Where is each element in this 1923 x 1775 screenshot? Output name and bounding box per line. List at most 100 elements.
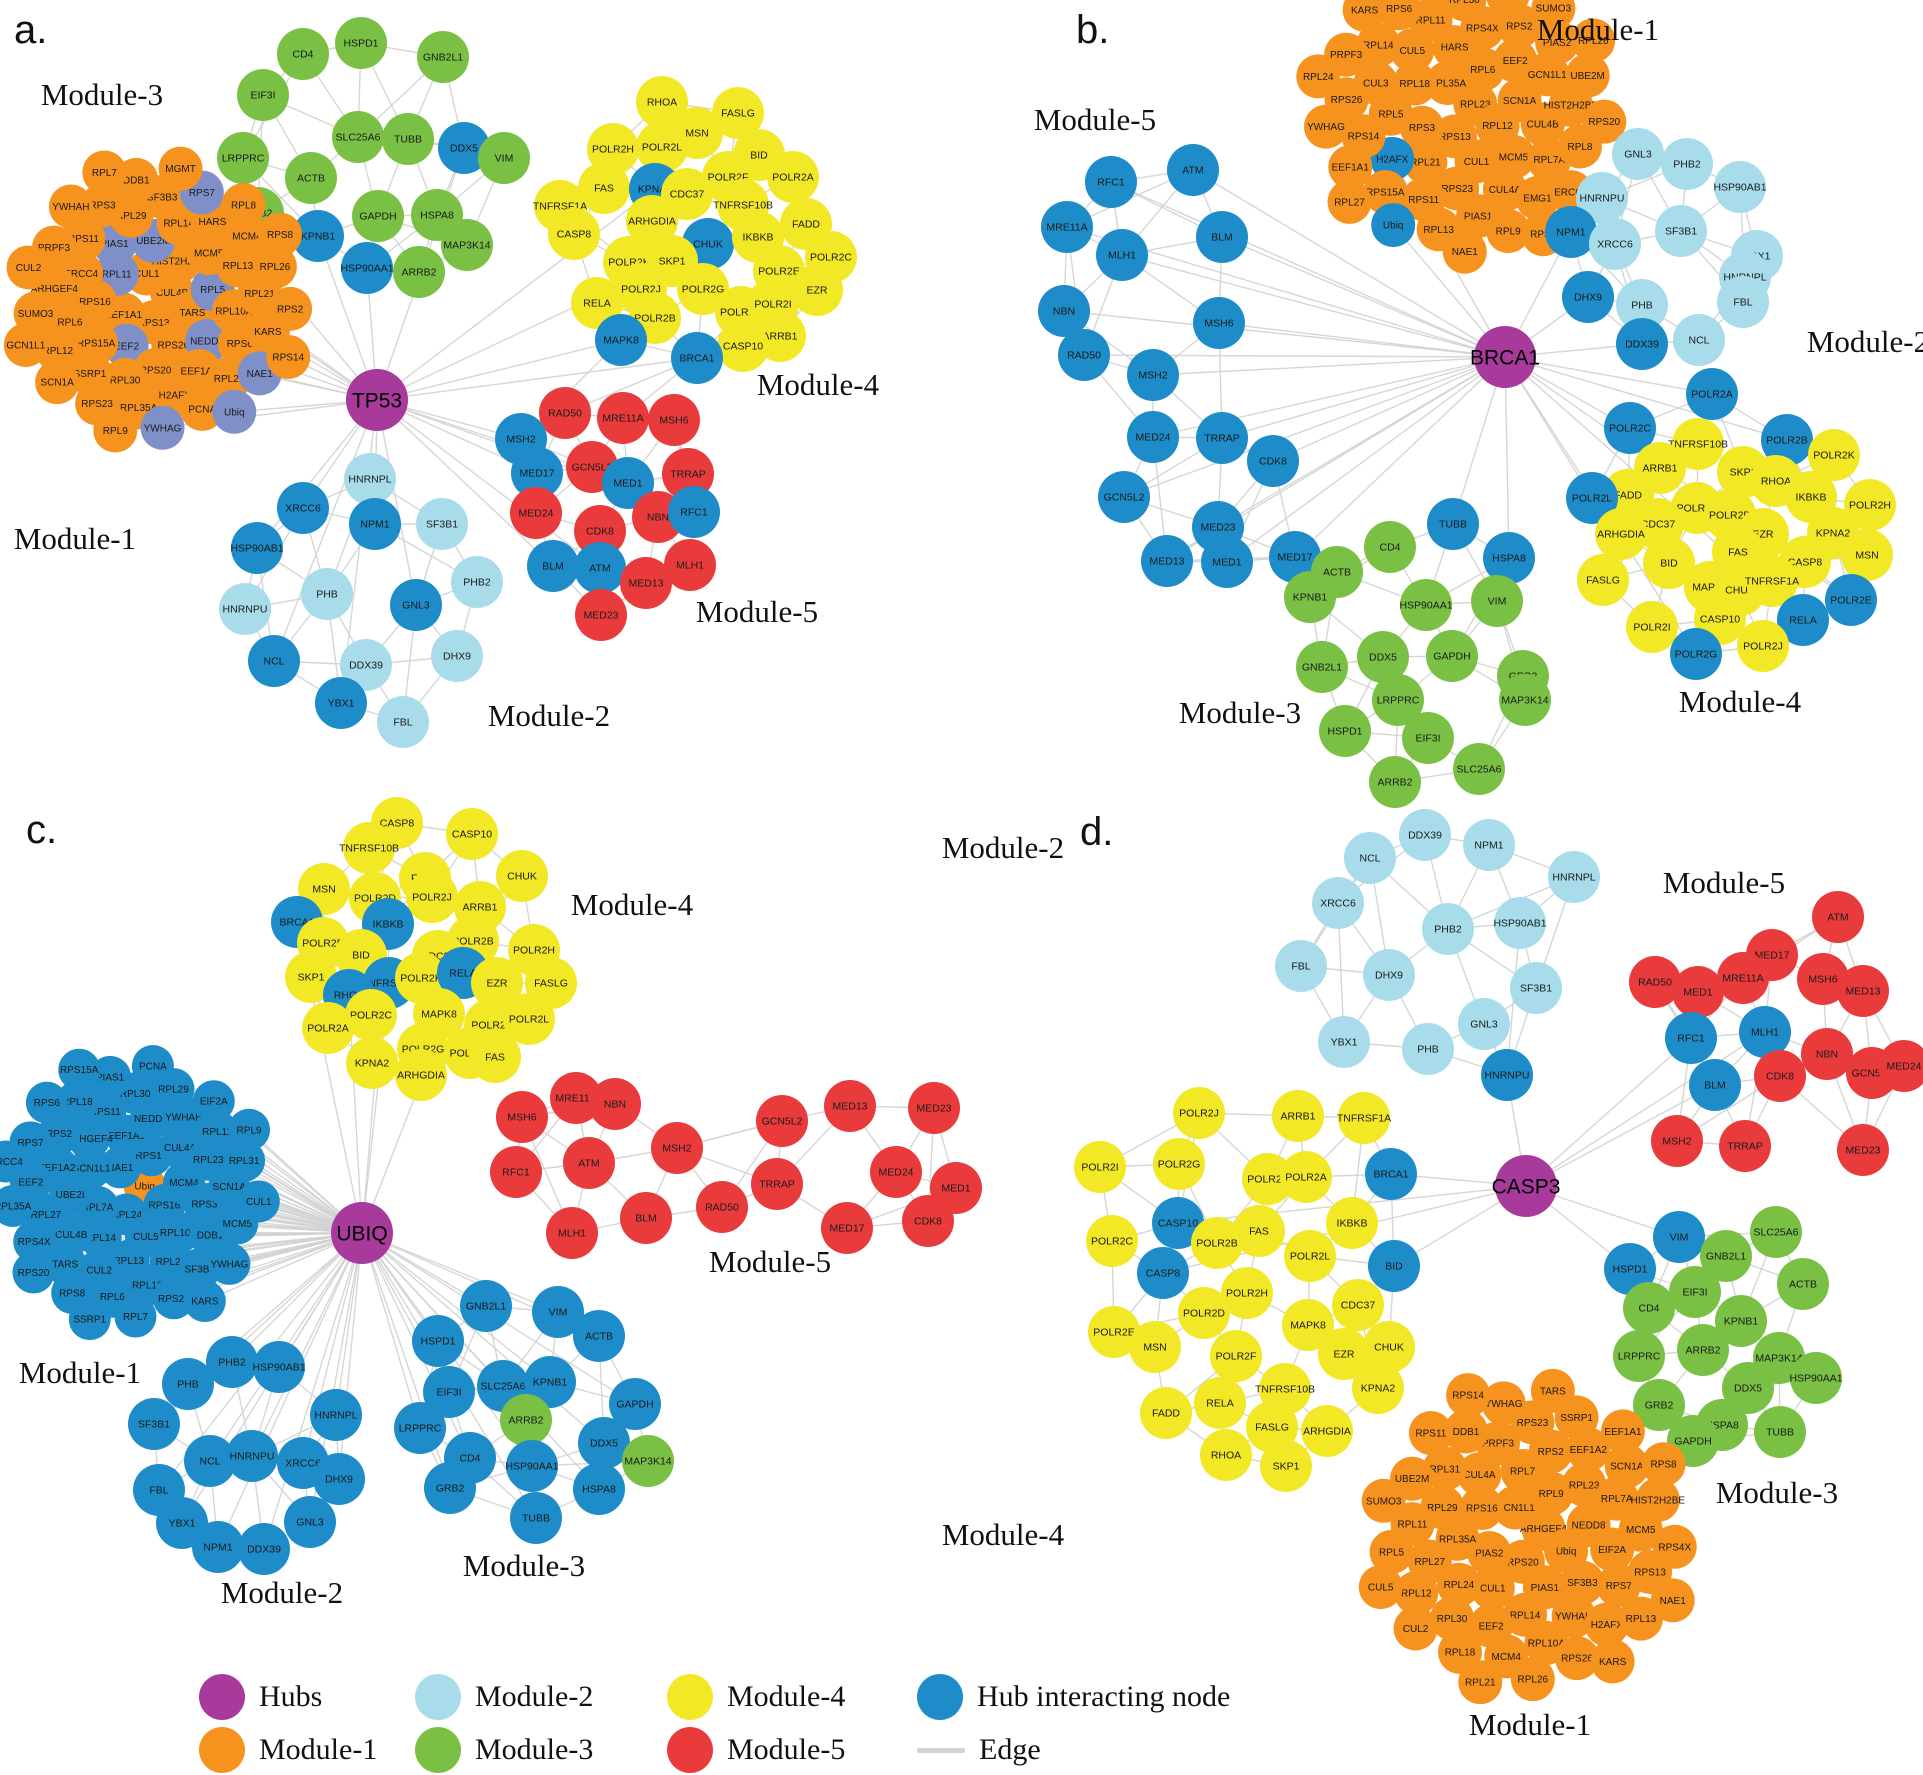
node-rpl26[interactable] [1571,18,1616,63]
node-kars[interactable] [1342,0,1387,32]
hub-node-brca1[interactable] [1474,326,1536,388]
node-scn1a[interactable] [35,360,80,405]
node-faslg[interactable] [1577,554,1629,606]
node-eef1a1[interactable] [1600,1409,1645,1454]
node-cd4[interactable] [1364,521,1416,573]
node-rps14[interactable] [266,334,311,379]
node-rps8[interactable] [258,212,303,257]
node-mapk8[interactable] [1282,1299,1334,1351]
node-arhgdia[interactable] [1595,508,1647,560]
node-ddx5[interactable] [1722,1362,1774,1414]
node-ssrp1[interactable] [68,1298,111,1341]
node-chuk[interactable] [496,850,548,902]
node-phb[interactable] [1616,279,1668,331]
node-actb[interactable] [573,1310,625,1362]
node-rad50[interactable] [539,387,591,439]
node-rad50[interactable] [1058,329,1110,381]
node-med13[interactable] [1837,965,1889,1017]
node-polr2b[interactable] [1761,414,1813,466]
node-rps15a[interactable] [1363,170,1408,215]
node-gnb2l1[interactable] [1700,1230,1752,1282]
node-xrcc6[interactable] [1589,218,1641,270]
node-ddx39[interactable] [1616,318,1668,370]
node-ywhag[interactable] [1303,104,1348,149]
node-dhx9[interactable] [1363,949,1415,1001]
node-arrb2[interactable] [1677,1324,1729,1376]
node-med13[interactable] [1141,535,1193,587]
node-msh6[interactable] [1193,297,1245,349]
node-msn[interactable] [1129,1321,1181,1373]
node-polr2e[interactable] [1825,574,1877,626]
node-kpnb1[interactable] [1715,1295,1767,1347]
node-hspd1[interactable] [1604,1243,1656,1295]
node-kpna2[interactable] [1352,1362,1404,1414]
node-h2afx[interactable] [1584,1602,1629,1647]
node-gapdh[interactable] [609,1378,661,1430]
node-cdc37[interactable] [661,168,713,220]
node-rps14[interactable] [1446,1373,1491,1418]
node-xrcc6[interactable] [277,482,329,534]
node-ikbkb[interactable] [1326,1197,1378,1249]
node-cd4[interactable] [277,28,329,80]
node-polr2l[interactable] [503,993,555,1045]
node-rps20[interactable] [12,1251,55,1294]
node-rhoa[interactable] [1200,1429,1252,1481]
node-brca1[interactable] [1365,1148,1417,1200]
node-arrb1[interactable] [1272,1090,1324,1142]
node-msh2[interactable] [651,1122,703,1174]
node-polr2i[interactable] [1626,601,1678,653]
node-scn1a[interactable] [1604,1444,1649,1489]
node-map3k14[interactable] [622,1435,674,1487]
node-mre11a[interactable] [1041,201,1093,253]
node-polr2k[interactable] [1808,429,1860,481]
node-msh2[interactable] [1651,1115,1703,1167]
node-cdk8[interactable] [574,505,626,557]
node-fbl[interactable] [1717,276,1769,328]
node-phb[interactable] [162,1358,214,1410]
node-ddx5[interactable] [578,1417,630,1469]
node-gapdh[interactable] [352,190,404,242]
node-sf3b1[interactable] [1655,205,1707,257]
node-gnl3[interactable] [284,1496,336,1548]
node-med23[interactable] [575,589,627,641]
node-faslg[interactable] [1246,1401,1298,1453]
node-eif3i[interactable] [1402,712,1454,764]
node-eif3i[interactable] [1669,1266,1721,1318]
node-med17[interactable] [821,1202,873,1254]
node-polr2k[interactable] [1242,1153,1294,1205]
node-sf3b1[interactable] [128,1398,180,1450]
node-ubiq[interactable] [212,389,257,434]
node-hnrnpu[interactable] [1481,1049,1533,1101]
node-rps11[interactable] [1408,1411,1453,1456]
node-med24[interactable] [1878,1040,1923,1092]
node-rps8[interactable] [1486,0,1530,17]
node-polr2d[interactable] [1178,1287,1230,1339]
node-rpl30[interactable] [1442,0,1487,22]
node-rps26[interactable] [1555,1636,1600,1681]
node-hspd1[interactable] [412,1315,464,1367]
node-kpnb1[interactable] [292,210,344,262]
node-rpl31[interactable] [223,1139,266,1182]
hub-node-casp3[interactable] [1495,1155,1557,1217]
node-rpl26[interactable] [1510,1657,1555,1702]
node-tnfrsf1a[interactable] [1746,555,1798,607]
node-ywhag[interactable] [1481,1381,1526,1426]
node-map3k14[interactable] [441,219,493,271]
node-mre11a[interactable] [550,1072,602,1124]
node-fas[interactable] [1712,526,1764,578]
node-arrb2[interactable] [393,246,445,298]
node-ywhag[interactable] [208,1242,251,1285]
node-rhoa[interactable] [636,76,688,128]
node-rpl7[interactable] [114,1295,157,1338]
node-tnfrsf10b[interactable] [1672,418,1724,470]
node-bid[interactable] [1368,1240,1420,1292]
node-mapk8[interactable] [595,314,647,366]
node-med17[interactable] [511,447,563,499]
node-hsp90ab1[interactable] [1714,161,1766,213]
node-msn[interactable] [1841,529,1893,581]
node-hsp90ab1[interactable] [1494,897,1546,949]
node-kars[interactable] [183,1280,226,1323]
node-nbn[interactable] [1801,1028,1853,1080]
node-cdc37[interactable] [1332,1279,1384,1331]
node-msh6[interactable] [648,394,700,446]
